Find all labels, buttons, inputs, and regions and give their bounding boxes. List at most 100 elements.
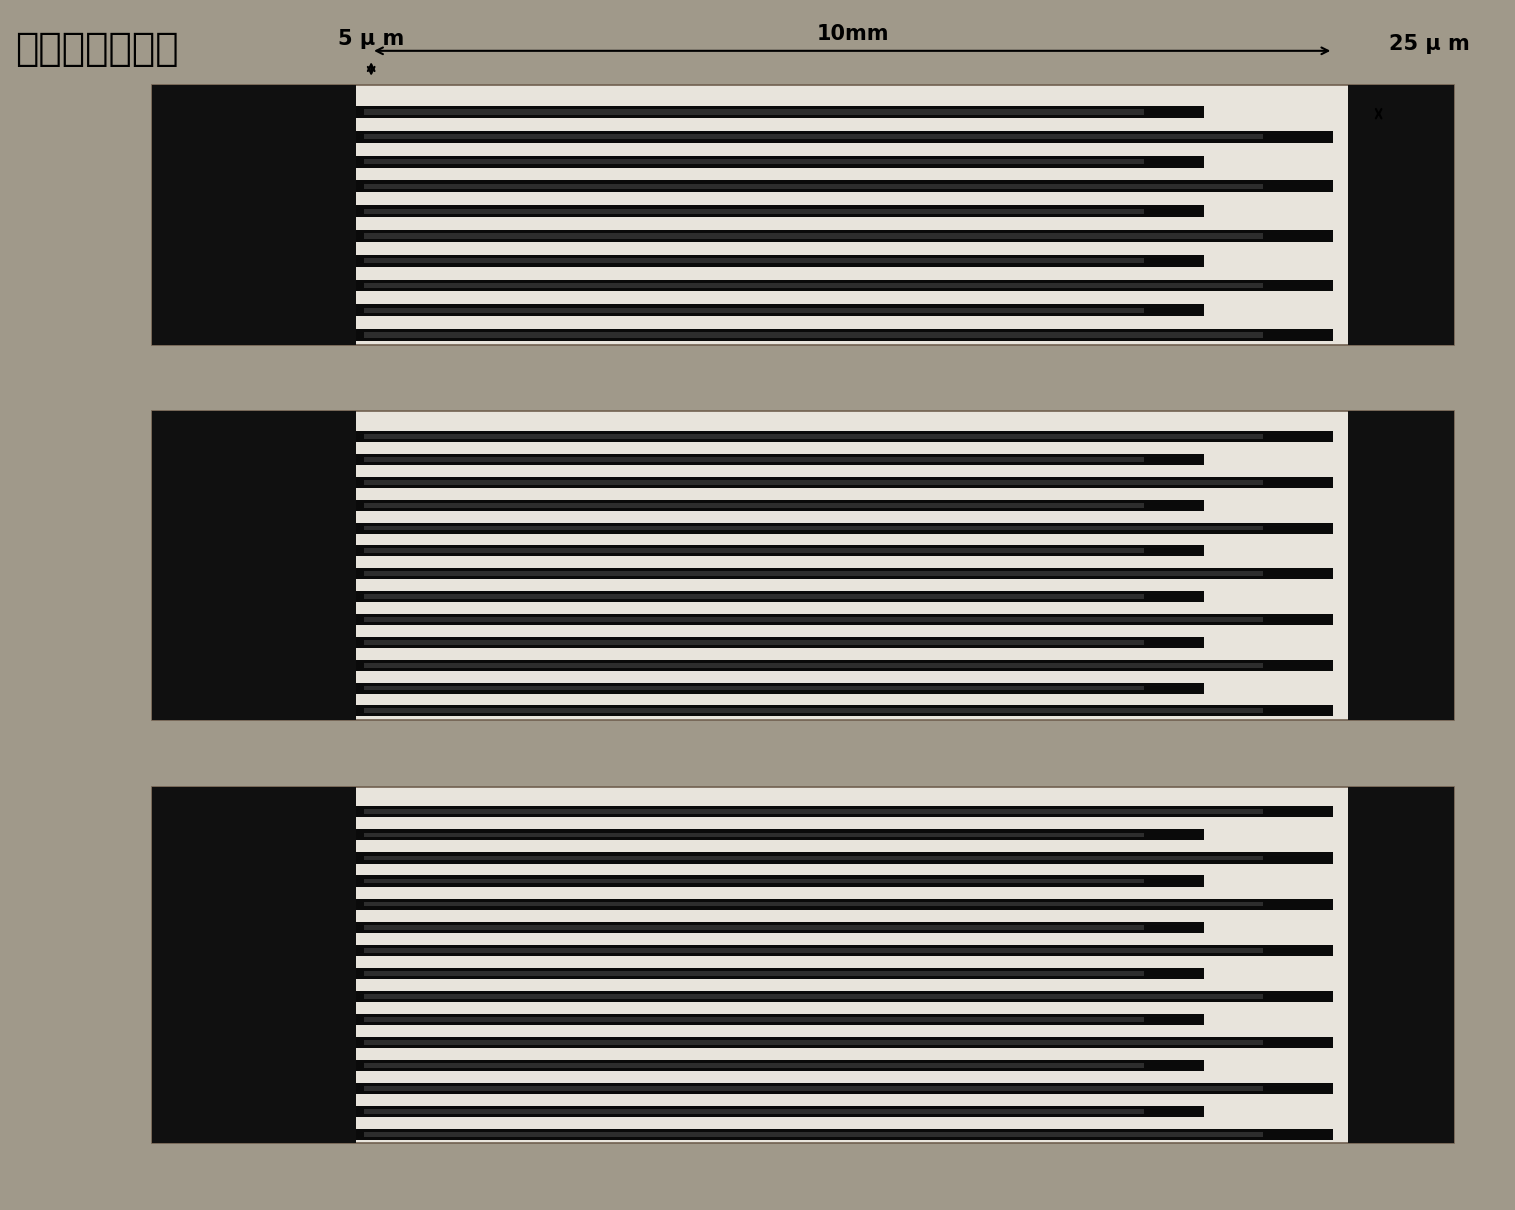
Bar <box>364 640 1144 645</box>
Bar <box>356 206 1204 217</box>
Bar <box>356 1076 1333 1083</box>
Bar <box>356 636 1204 647</box>
Bar <box>356 915 1204 922</box>
Bar <box>356 322 1333 329</box>
Bar <box>364 594 1144 599</box>
Bar <box>356 329 1333 341</box>
Bar <box>364 208 1144 214</box>
Bar <box>356 431 1333 442</box>
Bar <box>356 296 1204 305</box>
Bar <box>356 1060 1204 1071</box>
Bar <box>356 899 1333 910</box>
Bar <box>356 148 1204 156</box>
Bar <box>356 272 1333 280</box>
Bar <box>364 686 1144 691</box>
Bar <box>356 477 1333 488</box>
Bar <box>356 607 1333 613</box>
Bar <box>364 970 1144 975</box>
Bar <box>364 434 1262 439</box>
Bar <box>356 1129 1333 1140</box>
Bar <box>364 993 1262 998</box>
Bar <box>1348 85 1454 345</box>
Bar <box>356 584 1204 592</box>
Bar <box>356 853 1333 864</box>
Bar <box>356 131 1333 143</box>
Bar <box>356 829 1204 841</box>
Bar <box>364 1062 1144 1067</box>
Bar <box>356 1053 1204 1060</box>
Bar <box>152 411 356 720</box>
Bar <box>356 698 1333 705</box>
Bar <box>152 786 356 1143</box>
Bar <box>356 592 1204 603</box>
Bar <box>356 682 1204 693</box>
Bar <box>356 1099 1204 1106</box>
Text: 连接用电极部分: 连接用电极部分 <box>15 30 179 68</box>
Bar <box>356 255 1204 266</box>
Bar <box>356 922 1204 933</box>
Bar <box>356 876 1204 887</box>
Bar <box>356 1014 1204 1025</box>
Bar <box>356 280 1333 292</box>
Bar <box>356 561 1333 569</box>
Bar <box>356 492 1204 500</box>
Bar <box>356 538 1204 546</box>
Bar <box>356 892 1333 899</box>
Text: 10mm: 10mm <box>817 24 889 45</box>
Bar <box>356 652 1333 659</box>
Text: 5 μ m: 5 μ m <box>338 29 405 50</box>
Bar <box>356 230 1333 242</box>
Bar <box>364 134 1262 139</box>
Bar <box>356 984 1333 991</box>
Bar <box>356 846 1333 853</box>
Bar <box>356 1122 1333 1129</box>
Bar <box>152 85 356 345</box>
Bar <box>356 968 1204 979</box>
Bar <box>364 1131 1262 1136</box>
Bar <box>364 234 1262 238</box>
Bar <box>356 173 1333 180</box>
Bar <box>356 961 1204 968</box>
Bar <box>356 823 1204 829</box>
Bar <box>356 223 1333 230</box>
Bar <box>356 1037 1333 1048</box>
Bar <box>356 1030 1333 1037</box>
Bar <box>356 938 1333 945</box>
Bar <box>356 523 1333 534</box>
Bar <box>356 806 1333 818</box>
Bar <box>356 569 1333 580</box>
Bar <box>356 1007 1204 1014</box>
Bar <box>356 446 1204 454</box>
Bar <box>364 258 1144 264</box>
Bar <box>356 500 1204 511</box>
Bar <box>152 85 1454 345</box>
Bar <box>356 546 1204 557</box>
Bar <box>364 832 1144 837</box>
Bar <box>356 1083 1333 1094</box>
Bar <box>364 809 1262 814</box>
Bar <box>364 457 1144 462</box>
Bar <box>364 1108 1144 1113</box>
Bar <box>356 1106 1204 1117</box>
Bar <box>356 454 1204 465</box>
Bar <box>364 307 1144 313</box>
Bar <box>364 525 1262 530</box>
Bar <box>364 878 1144 883</box>
Bar <box>356 305 1204 316</box>
Bar <box>1348 786 1454 1143</box>
Bar <box>364 709 1262 714</box>
Bar <box>356 469 1333 477</box>
Bar <box>364 480 1262 485</box>
Bar <box>356 197 1204 206</box>
Bar <box>356 613 1333 624</box>
Bar <box>364 109 1144 115</box>
Bar <box>356 659 1333 670</box>
Bar <box>364 283 1262 288</box>
Bar <box>356 247 1204 255</box>
Bar <box>364 1016 1144 1021</box>
Bar <box>364 571 1262 576</box>
Bar <box>152 411 1454 720</box>
Bar <box>364 548 1144 553</box>
Bar <box>364 947 1262 952</box>
Bar <box>364 1039 1262 1044</box>
